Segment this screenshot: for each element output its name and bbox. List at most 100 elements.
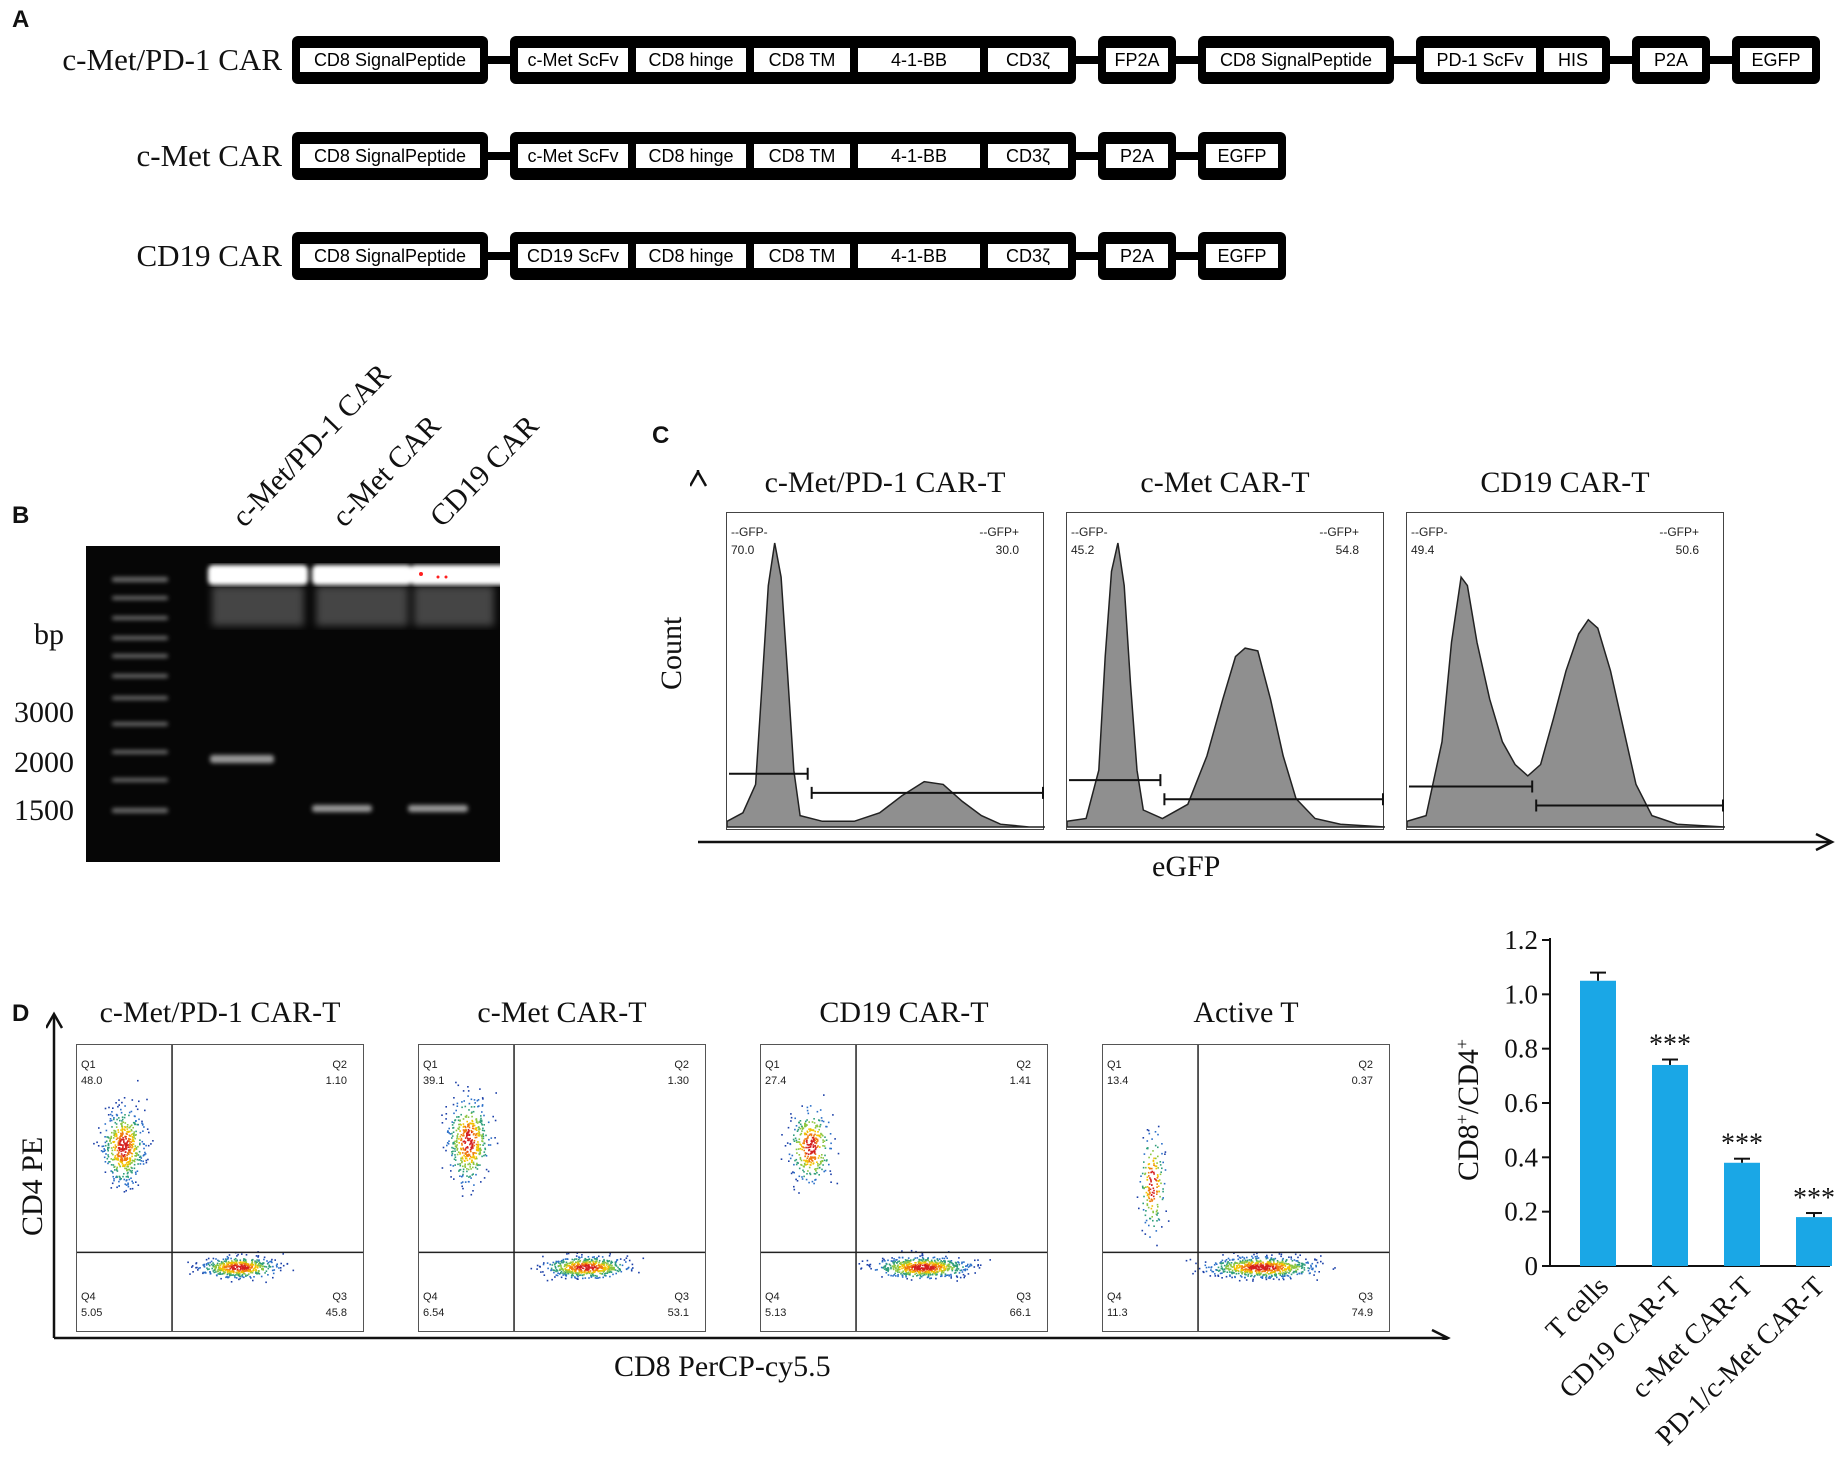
construct-segment: CD8 hinge — [636, 144, 746, 168]
histogram-curve — [1066, 542, 1386, 828]
quadrant-q4-name: Q4 — [81, 1291, 96, 1303]
significance-label: *** — [1721, 1129, 1763, 1160]
gate-neg-value: 70.0 — [731, 543, 755, 557]
construct-linker — [1710, 56, 1732, 64]
quadrant-q4-name: Q4 — [1107, 1291, 1122, 1303]
construct-block: c-Met ScFv CD8 hinge CD8 TM 4-1-BB CD3ζ — [510, 132, 1076, 180]
gate-positive — [1535, 799, 1724, 812]
construct-block: CD8 SignalPeptide — [292, 36, 488, 84]
construct-segment: CD8 SignalPeptide — [300, 244, 480, 268]
construct-linker — [488, 152, 510, 160]
construct-block: CD8 SignalPeptide — [292, 232, 488, 280]
dotplot-title: c-Met/PD-1 CAR-T — [99, 996, 341, 1029]
dotplot-points — [77, 1045, 363, 1331]
construct-segment: CD8 hinge — [636, 48, 746, 72]
construct-linker — [1076, 56, 1098, 64]
construct-segment: CD3ζ — [988, 244, 1068, 268]
quadrant-q4-value: 5.05 — [81, 1307, 103, 1319]
dot-y-label: CD4 PE — [16, 1136, 49, 1236]
bar-y-tick-label: 1.0 — [1504, 979, 1538, 1009]
construct-segment: CD8 TM — [754, 244, 850, 268]
bar-y-tick-label: 0.6 — [1504, 1088, 1538, 1118]
construct-segment: c-Met ScFv — [518, 48, 628, 72]
construct-segment: PD-1 ScFv — [1424, 48, 1536, 72]
bp-unit-label: bp — [34, 618, 64, 651]
construct-segment: P2A — [1640, 48, 1702, 72]
construct-segment: CD19 ScFv — [518, 244, 628, 268]
bar-y-label: CD8+/CD4+ — [1452, 1039, 1485, 1181]
quadrant-q2-name: Q2 — [332, 1059, 347, 1071]
dotplot-title: Active T — [1193, 996, 1299, 1029]
dotplot-points — [761, 1045, 1047, 1331]
histogram-curve — [1406, 575, 1726, 828]
construct-linker — [488, 56, 510, 64]
gate-neg-value: 49.4 — [1411, 543, 1435, 557]
quadrant-q4-value: 5.13 — [765, 1307, 787, 1319]
quadrant-q1-value: 13.4 — [1107, 1075, 1129, 1087]
panel-d-axes — [46, 1011, 1451, 1340]
bar-y-tick-label: 0 — [1525, 1251, 1539, 1281]
construct-segment: CD8 TM — [754, 48, 850, 72]
quadrant-q3-value: 53.1 — [667, 1307, 689, 1319]
quadrant-q2-value: 1.10 — [325, 1075, 347, 1087]
marker-label: 3000 — [14, 696, 74, 729]
construct-name: CD19 CAR — [136, 238, 282, 273]
gate-neg-label: --GFP- — [1071, 525, 1108, 539]
bar — [1652, 1064, 1688, 1266]
significance-label: *** — [1649, 1030, 1691, 1061]
construct-linker — [1076, 252, 1098, 260]
histogram-fill — [1066, 542, 1386, 828]
quadrant-q1-name: Q1 — [423, 1059, 438, 1071]
bar-y-tick-label: 0.4 — [1504, 1142, 1538, 1172]
dotplot: Q1 48.0 Q2 1.10 Q4 5.05 Q3 45.8 — [76, 1044, 364, 1332]
panel-b-letter: B — [12, 502, 30, 529]
construct-block: P2A — [1098, 132, 1176, 180]
significance-label: *** — [1793, 1183, 1835, 1214]
quadrant-q1-value: 27.4 — [765, 1075, 787, 1087]
dotplot: Q1 39.1 Q2 1.30 Q4 6.54 Q3 53.1 — [418, 1044, 706, 1332]
construct-block: c-Met ScFv CD8 hinge CD8 TM 4-1-BB CD3ζ — [510, 36, 1076, 84]
quadrant-q2-value: 1.41 — [1009, 1075, 1031, 1087]
construct-segment: CD8 TM — [754, 144, 850, 168]
construct-linker — [1076, 152, 1098, 160]
gate-negative — [729, 767, 809, 780]
construct-segment: P2A — [1106, 244, 1168, 268]
construct-segment: EGFP — [1206, 144, 1278, 168]
gate-pos-value: 54.8 — [1335, 543, 1359, 557]
construct-block: P2A — [1632, 36, 1710, 84]
quadrant-q2-name: Q2 — [674, 1059, 689, 1071]
marker-label: 1500 — [14, 794, 74, 827]
gate-pos-label: --GFP+ — [1319, 525, 1359, 539]
bar-y-tick-label: 0.2 — [1504, 1197, 1538, 1227]
bar — [1580, 980, 1616, 1266]
gate-negative — [1409, 780, 1534, 793]
construct-block: CD19 ScFv CD8 hinge CD8 TM 4-1-BB CD3ζ — [510, 232, 1076, 280]
construct-segment: CD8 SignalPeptide — [300, 48, 480, 72]
histogram-fill — [1406, 575, 1726, 828]
construct-segment: CD8 SignalPeptide — [1206, 48, 1386, 72]
quadrant-q4-name: Q4 — [423, 1291, 438, 1303]
histogram-title: CD19 CAR-T — [1480, 466, 1650, 499]
quadrant-q1-name: Q1 — [81, 1059, 96, 1071]
quadrant-q1-value: 39.1 — [423, 1075, 445, 1087]
gate-neg-label: --GFP- — [731, 525, 768, 539]
panel-a-letter: A — [12, 6, 30, 33]
construct-segment: 4-1-BB — [858, 48, 980, 72]
construct-segment: c-Met ScFv — [518, 144, 628, 168]
construct-linker — [1176, 252, 1198, 260]
panel-d-letter: D — [12, 1000, 30, 1027]
construct-linker — [1610, 56, 1632, 64]
histogram-curve — [726, 542, 1045, 828]
bar — [1724, 1162, 1760, 1266]
panel-c-axes — [690, 470, 1835, 852]
dotplot-points — [419, 1045, 705, 1331]
construct-linker — [488, 252, 510, 260]
dotplot-title: CD19 CAR-T — [819, 996, 989, 1029]
gate-neg-label: --GFP- — [1411, 525, 1448, 539]
quadrant-q3-value: 66.1 — [1009, 1307, 1031, 1319]
dotplot-title: c-Met CAR-T — [477, 996, 647, 1029]
construct-segment: EGFP — [1740, 48, 1812, 72]
dotplot-points — [1103, 1045, 1389, 1331]
construct-segment: EGFP — [1206, 244, 1278, 268]
quadrant-q1-value: 48.0 — [81, 1075, 103, 1087]
